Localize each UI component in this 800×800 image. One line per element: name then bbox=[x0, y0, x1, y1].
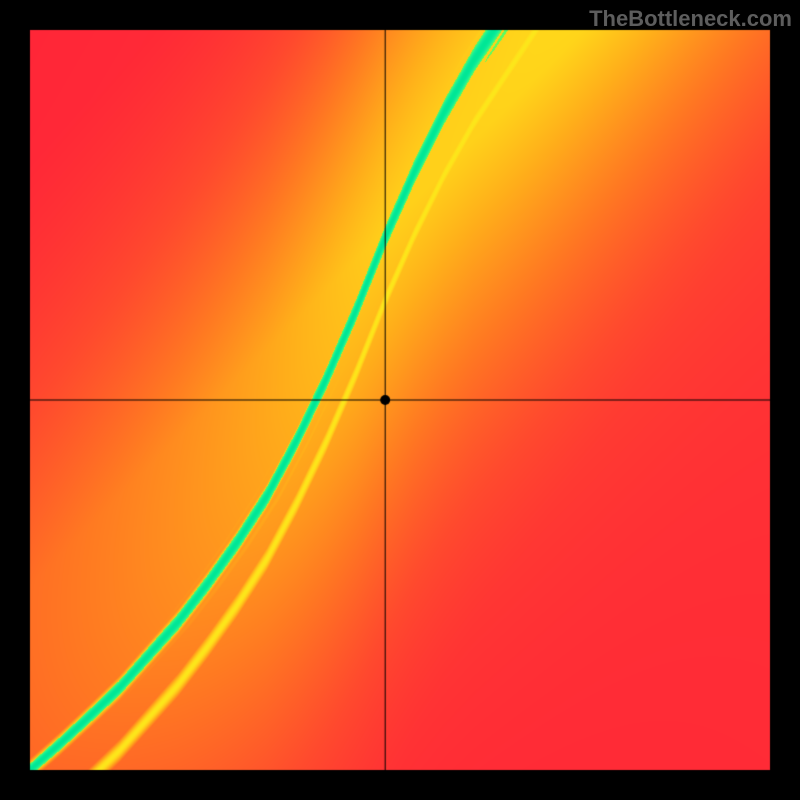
bottleneck-heatmap bbox=[0, 0, 800, 800]
watermark-text: TheBottleneck.com bbox=[589, 6, 792, 32]
